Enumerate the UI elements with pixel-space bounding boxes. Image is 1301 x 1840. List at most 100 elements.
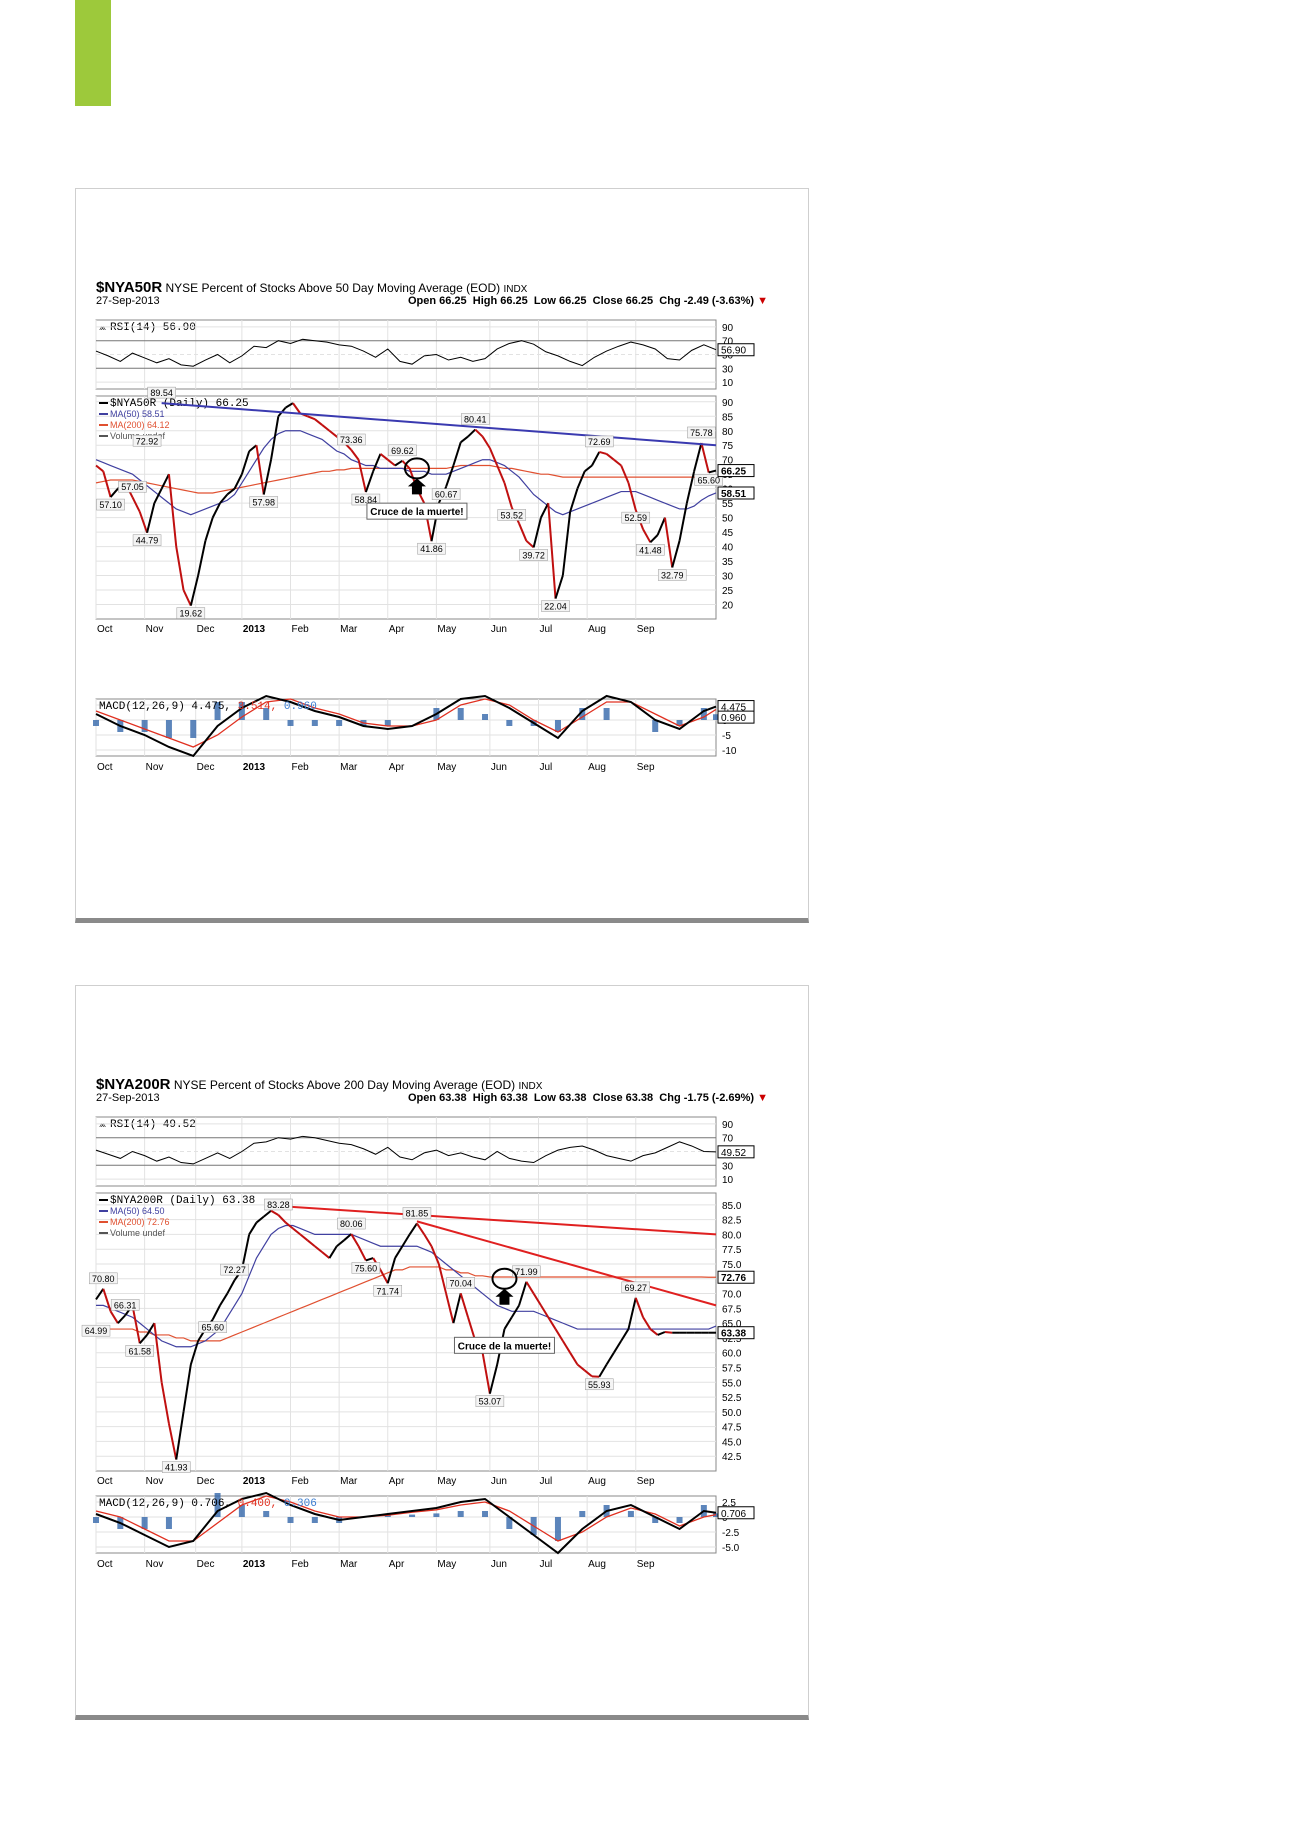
chart-symbol: $NYA50R — [96, 279, 163, 296]
price-line-segment — [445, 1293, 455, 1324]
chart-exchange: INDX — [518, 1081, 543, 1092]
data-label: 72.27 — [223, 1265, 246, 1275]
data-label: 22.04 — [544, 602, 567, 612]
x-tick-label: Dec — [197, 624, 215, 635]
data-label: 69.27 — [624, 1283, 647, 1293]
x-tick-label: Feb — [292, 762, 310, 773]
main-tick-label: 80 — [722, 427, 734, 438]
accent-bar — [75, 0, 111, 106]
annotation-text: Cruce de la muerte! — [370, 507, 463, 518]
chart-header: $NYA200R NYSE Percent of Stocks Above 20… — [96, 1076, 768, 1093]
x-tick-label: Mar — [340, 624, 358, 635]
x-tick-label: Apr — [389, 624, 405, 635]
ohlc-change: Chg -1.75 (-2.69%) — [659, 1092, 755, 1104]
x-tick-label: Jul — [540, 624, 553, 635]
chart-title: NYSE Percent of Stocks Above 200 Day Mov… — [173, 1078, 516, 1092]
macd-histogram-bar — [652, 720, 659, 732]
macd-tick-label: -2.5 — [722, 1528, 740, 1539]
price-line-segment — [131, 496, 141, 513]
data-label-box — [585, 435, 614, 448]
x-tick-label: Mar — [340, 1559, 358, 1570]
data-label-box — [337, 1217, 366, 1230]
price-line-segment — [386, 1257, 397, 1284]
main-tick-label: 57.5 — [722, 1363, 742, 1374]
data-label-box — [198, 1321, 227, 1333]
macd-histogram-bar — [457, 1511, 464, 1517]
price-line-segment — [452, 442, 462, 466]
data-label-box — [541, 600, 570, 612]
x-tick-label: Sep — [637, 1476, 655, 1487]
price-line-segment — [117, 1314, 126, 1324]
main-tick-label: 45.0 — [722, 1437, 742, 1448]
data-label-box — [351, 1262, 381, 1274]
price-line-segment — [219, 493, 229, 504]
rsi-tick-label: 70 — [722, 337, 734, 348]
chart-date: 27-Sep-2013 — [96, 295, 160, 307]
x-tick-label: 2013 — [243, 624, 266, 635]
main-tick-label: 20 — [722, 601, 734, 612]
price-line-segment — [554, 575, 564, 599]
macd-histogram-bar — [311, 720, 318, 726]
price-line-segment — [387, 458, 396, 467]
main-tick-label: 85.0 — [722, 1201, 742, 1212]
price-line-segment — [569, 488, 579, 513]
price-line-segment — [649, 1328, 659, 1336]
price-line-segment — [488, 1364, 499, 1394]
macd-value-badge — [717, 1506, 755, 1520]
down-arrow-icon: ▼ — [757, 1092, 768, 1104]
main-tick-label: 35 — [722, 557, 734, 568]
price-line-segment — [167, 474, 178, 547]
main-tick-label: 75 — [722, 441, 734, 452]
x-tick-label: Jun — [491, 762, 507, 773]
macd-histogram-bar — [700, 708, 707, 720]
price-line-segment — [285, 1221, 294, 1230]
price-line-segment — [540, 502, 550, 519]
price-line-segment — [627, 482, 637, 511]
price-line-segment — [372, 453, 382, 472]
trend-line — [278, 1205, 717, 1236]
macd-histogram-bar — [652, 1517, 659, 1523]
price-line-segment — [204, 517, 214, 542]
data-label: 57.05 — [121, 482, 144, 492]
data-label: 75.78 — [690, 428, 713, 438]
price-line-segment — [365, 1257, 374, 1262]
price-line-segment — [685, 471, 696, 504]
main-tick-label: 70 — [722, 456, 734, 467]
price-line-segment — [408, 1222, 418, 1235]
data-label: 57.98 — [252, 498, 275, 508]
price-line-segment — [263, 1209, 272, 1218]
price-line-segment — [554, 1328, 564, 1342]
macd-histogram-bar — [165, 1517, 172, 1529]
main-tick-label: 82.5 — [722, 1216, 742, 1227]
data-label-box — [621, 511, 651, 524]
data-label-box — [132, 534, 162, 546]
data-label-box — [687, 426, 716, 439]
price-line-segment — [314, 1245, 323, 1253]
rsi-tick-label: 90 — [722, 1120, 734, 1131]
x-tick-label: Aug — [588, 624, 606, 635]
rsi-tick-label: 10 — [722, 378, 734, 389]
price-line-segment — [613, 1340, 623, 1354]
data-label-box — [446, 1277, 475, 1289]
main-tick-label: 90 — [722, 398, 734, 409]
price-line-segment — [321, 424, 331, 432]
ohlc-open: Open 63.38 — [407, 1092, 467, 1104]
price-line-segment — [95, 1288, 105, 1301]
x-tick-label: Nov — [146, 1559, 164, 1570]
price-line-segment — [95, 464, 104, 473]
price-line-segment — [248, 444, 258, 453]
price-line-segment — [226, 487, 236, 496]
macd-signal-line — [95, 1495, 717, 1542]
main-tick-label: 62.5 — [722, 1334, 742, 1345]
macd-histogram-bar — [482, 1511, 489, 1517]
data-label: 72.92 — [136, 436, 159, 446]
price-line-segment — [102, 471, 112, 498]
data-label-box — [220, 1263, 249, 1276]
macd-histogram-bar — [93, 1517, 99, 1523]
main-tick-label: 50.0 — [722, 1408, 742, 1419]
data-label: 55.93 — [588, 1380, 611, 1390]
main-tick-label: 55 — [722, 499, 734, 510]
price-line-segment — [182, 589, 192, 607]
macd-tick-label: -10 — [722, 746, 737, 757]
macd-histogram-bar — [409, 1514, 416, 1517]
